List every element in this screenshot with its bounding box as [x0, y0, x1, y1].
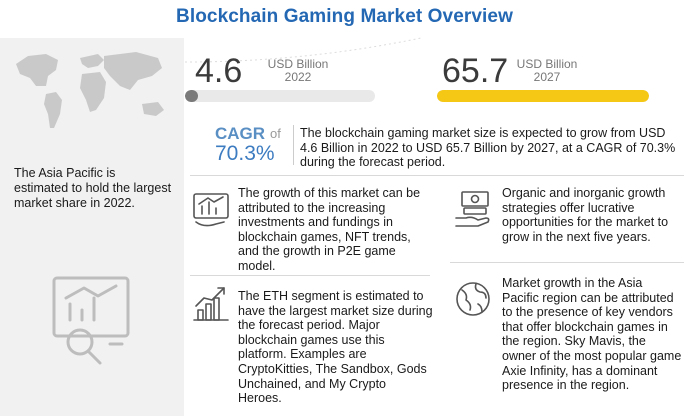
market-2022-unit: USD Billion 2022 [263, 58, 333, 84]
cagr-description: The blockchain gaming market size is exp… [300, 126, 676, 169]
unit-label: USD Billion [516, 57, 578, 71]
asia-pacific-growth-text: Market growth in the Asia Pacific region… [502, 276, 682, 393]
eth-segment-text: The ETH segment is estimated to have the… [238, 289, 433, 406]
market-2027-bar-fill [437, 90, 649, 102]
divider [190, 275, 430, 276]
market-2022-bar [185, 90, 375, 102]
globe-icon [456, 282, 490, 316]
world-map-icon [16, 52, 164, 128]
page-title: Blockchain Gaming Market Overview [176, 6, 513, 27]
divider [190, 175, 684, 176]
market-2027-unit: USD Billion 2027 [512, 58, 582, 84]
cagr-label: CAGR [215, 124, 266, 143]
cagr-divider [293, 125, 294, 165]
cagr-of: of [270, 126, 281, 141]
market-2022-value: 4.6 [195, 52, 243, 90]
cagr-value: 70.3% [215, 142, 275, 165]
money-hand-icon [455, 191, 490, 227]
market-2022-bar-fill [185, 90, 199, 102]
market-2027-value: 65.7 [442, 52, 509, 90]
left-panel: The Asia Pacific is estimated to hold th… [0, 38, 184, 416]
growth-strategy-text: Organic and inorganic growth strategies … [502, 186, 669, 244]
year-label: 2027 [533, 70, 561, 84]
market-2027-bar [437, 90, 649, 102]
region-share-text: The Asia Pacific is estimated to hold th… [14, 166, 172, 210]
divider [450, 262, 684, 263]
growth-driver-text: The growth of this market can be attribu… [238, 186, 421, 273]
analytics-chart-icon [52, 276, 130, 365]
year-label: 2022 [284, 70, 312, 84]
bar-chart-growth-icon [193, 287, 229, 321]
investment-growth-icon [193, 193, 229, 227]
unit-label: USD Billion [267, 57, 329, 71]
